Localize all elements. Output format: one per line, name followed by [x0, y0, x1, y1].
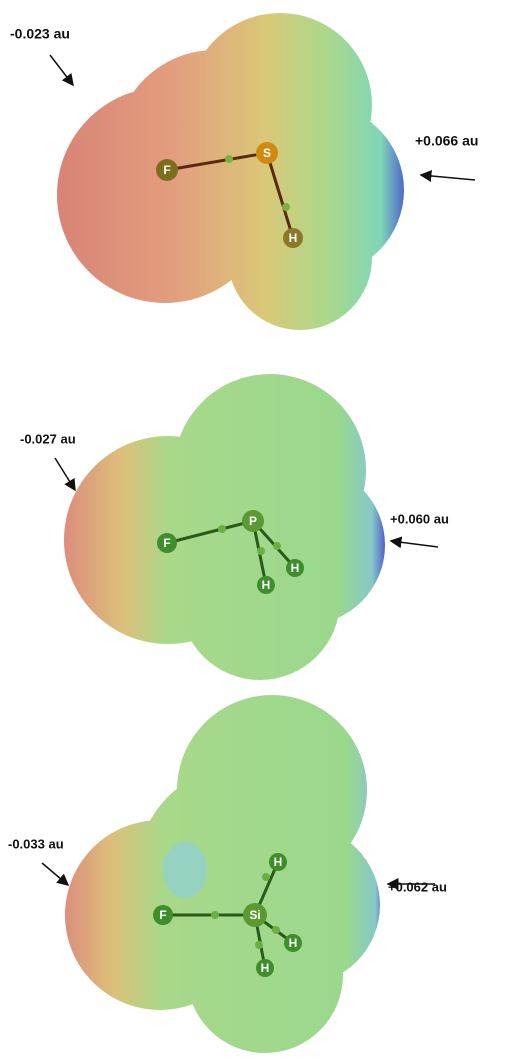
min-potential-label: -0.023 au: [10, 26, 70, 42]
arrow: [391, 541, 438, 547]
atom-label: F: [163, 536, 170, 550]
atom-label: H: [261, 961, 270, 975]
atom-label: H: [262, 578, 271, 592]
figure: F S H -0.023 au +0.066 au F P H H -0.027…: [0, 0, 505, 1060]
arrow: [42, 863, 68, 885]
atom-label: S: [263, 146, 271, 160]
surface: [65, 695, 380, 1053]
arrow: [50, 55, 73, 85]
max-potential-label: +0.062 au: [388, 879, 447, 894]
bond-point: [282, 203, 290, 211]
min-potential-label: -0.033 au: [8, 836, 64, 851]
min-potential-label: -0.027 au: [20, 431, 76, 446]
max-potential-label: +0.066 au: [415, 133, 478, 149]
bond-point: [255, 941, 263, 949]
max-potential-label: +0.060 au: [390, 511, 449, 526]
surface-highlight: [163, 842, 207, 898]
surface: [57, 13, 404, 330]
atom-label: F: [159, 908, 166, 922]
bond-point: [225, 155, 233, 163]
atom-label: P: [249, 514, 257, 528]
atom-label: H: [289, 231, 298, 245]
bond-point: [262, 873, 270, 881]
arrow: [55, 458, 75, 490]
bond-point: [211, 911, 219, 919]
atom-label: Si: [249, 908, 260, 922]
atom-label: H: [291, 561, 300, 575]
atom-label: H: [274, 855, 283, 869]
atom-label: F: [163, 163, 170, 177]
bond-point: [273, 542, 281, 550]
arrow: [421, 175, 475, 180]
bond-point: [272, 926, 280, 934]
bond-point: [218, 525, 226, 533]
atom-label: H: [289, 936, 298, 950]
bond-point: [257, 547, 265, 555]
